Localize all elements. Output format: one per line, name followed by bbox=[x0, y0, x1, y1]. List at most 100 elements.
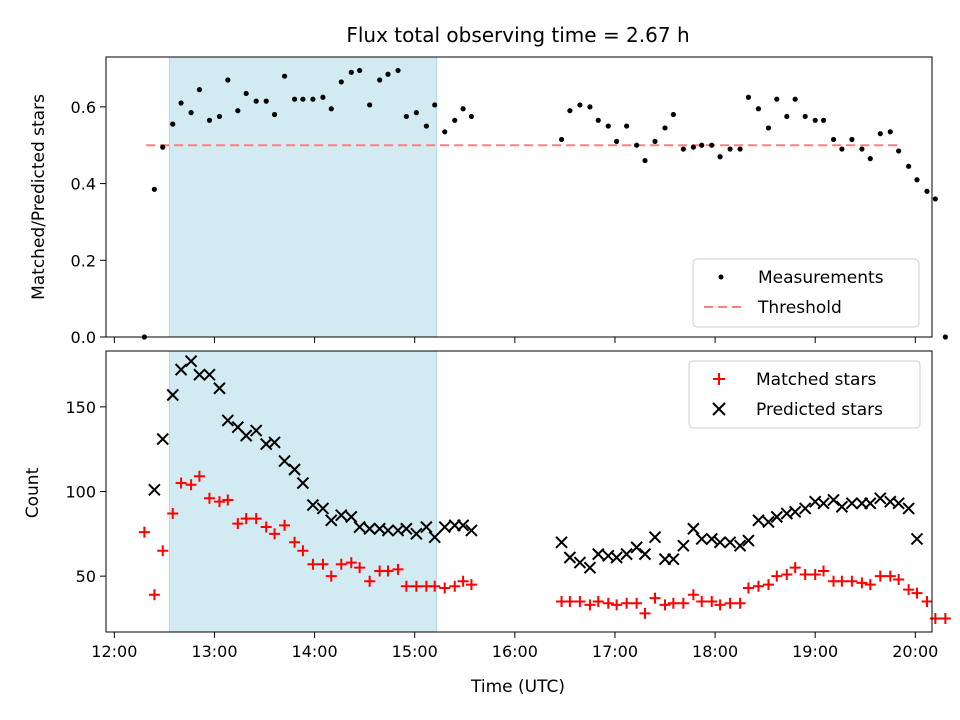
measurement-point bbox=[634, 142, 640, 148]
predicted-point bbox=[892, 497, 905, 510]
measurement-point bbox=[367, 102, 373, 108]
predicted-point bbox=[770, 510, 784, 524]
matched-point bbox=[592, 596, 604, 608]
measurement-point bbox=[680, 146, 686, 152]
bottom-y-ticks: 50 100 150 bbox=[65, 398, 106, 586]
predicted-point bbox=[239, 429, 253, 442]
y-tick-label: 150 bbox=[65, 398, 96, 417]
predicted-point bbox=[353, 520, 366, 534]
matched-point bbox=[429, 580, 441, 592]
matched-point bbox=[335, 558, 347, 570]
matched-point bbox=[564, 596, 576, 608]
predicted-point bbox=[148, 483, 161, 497]
matched-point bbox=[874, 570, 886, 582]
legend-matched-marker bbox=[713, 373, 725, 385]
matched-point bbox=[667, 597, 679, 609]
top-highlight-span bbox=[168, 56, 437, 338]
matched-point bbox=[939, 612, 951, 624]
measurement-point bbox=[859, 146, 865, 152]
predicted-point bbox=[762, 515, 775, 529]
measurement-point bbox=[253, 98, 259, 104]
matched-point bbox=[809, 568, 821, 580]
matched-point bbox=[392, 563, 404, 575]
predicted-point bbox=[827, 493, 840, 507]
matched-point bbox=[659, 599, 671, 611]
matched-point bbox=[893, 574, 905, 586]
predicted-point bbox=[630, 541, 643, 554]
predicted-point bbox=[410, 527, 423, 541]
measurement-point bbox=[206, 117, 213, 123]
measurement-point bbox=[839, 146, 845, 152]
matched-point bbox=[762, 579, 774, 591]
measurement-point bbox=[348, 69, 354, 75]
measurement-point bbox=[468, 113, 475, 120]
predicted-point bbox=[213, 382, 226, 395]
measurement-point bbox=[357, 67, 363, 74]
predicted-point bbox=[695, 532, 708, 546]
measurement-point bbox=[188, 110, 194, 116]
matched-point bbox=[884, 570, 896, 582]
matched-point bbox=[175, 477, 187, 489]
predicted-point bbox=[420, 520, 433, 534]
matched-point bbox=[240, 513, 252, 525]
matched-point bbox=[354, 562, 366, 574]
matched-point bbox=[818, 565, 830, 577]
predicted-point bbox=[583, 561, 597, 574]
predicted-point bbox=[910, 532, 924, 546]
measurement-point bbox=[690, 144, 696, 150]
measurement-point bbox=[328, 106, 334, 112]
measurement-point bbox=[624, 123, 630, 129]
matched-point bbox=[148, 589, 160, 601]
matched-point bbox=[410, 580, 422, 592]
matched-point bbox=[317, 558, 329, 570]
top-axes-frame bbox=[105, 56, 933, 338]
matched-point bbox=[789, 562, 801, 574]
bottom-legend: Matched stars Predicted stars bbox=[688, 360, 921, 429]
predicted-point bbox=[874, 492, 887, 505]
measurement-point bbox=[774, 96, 780, 102]
y-tick-label: 0.6 bbox=[71, 98, 96, 117]
legend-predicted-label: Predicted stars bbox=[756, 400, 883, 420]
measurement-point bbox=[235, 108, 241, 114]
matched-point bbox=[639, 607, 651, 619]
predicted-point bbox=[723, 536, 737, 549]
y-tick-label: 0.2 bbox=[71, 251, 96, 270]
matched-point bbox=[138, 526, 150, 538]
measurement-point bbox=[385, 71, 391, 77]
measurement-point bbox=[567, 108, 573, 114]
legend-threshold-label: Threshold bbox=[757, 298, 842, 318]
bottom-axes-frame bbox=[105, 350, 933, 633]
predicted-point bbox=[864, 497, 877, 510]
matched-point bbox=[742, 582, 754, 594]
matched-point bbox=[449, 580, 461, 592]
predicted-point bbox=[166, 388, 179, 402]
predicted-point bbox=[249, 424, 263, 437]
measurement-point bbox=[271, 111, 278, 118]
predicted-point bbox=[174, 363, 188, 376]
matched-point bbox=[714, 599, 726, 611]
y-tick-label: 50 bbox=[76, 567, 96, 586]
x-tick-label: 14:00 bbox=[292, 642, 338, 661]
x-tick-label: 19:00 bbox=[792, 642, 838, 661]
y-tick-label: 0.4 bbox=[71, 175, 96, 194]
measurement-point bbox=[263, 98, 269, 104]
predicted-point bbox=[563, 551, 577, 564]
matched-point bbox=[250, 513, 262, 525]
matched-point bbox=[289, 536, 301, 548]
predicted-point bbox=[381, 524, 395, 537]
matched-point bbox=[457, 575, 469, 587]
matched-points bbox=[138, 470, 951, 624]
top-legend: Measurements Threshold bbox=[692, 258, 920, 328]
measurement-point bbox=[830, 136, 837, 143]
bottom-highlight-span bbox=[168, 350, 437, 633]
matched-point bbox=[167, 508, 179, 520]
measurement-point bbox=[867, 156, 873, 162]
legend-predicted-marker bbox=[712, 402, 726, 416]
measurement-point bbox=[802, 113, 808, 120]
predicted-point bbox=[278, 454, 291, 468]
matched-point bbox=[185, 479, 197, 491]
measurement-point bbox=[812, 117, 818, 123]
chart-title: Flux total observing time = 2.67 h bbox=[346, 23, 689, 47]
top-x-ticks bbox=[113, 337, 916, 343]
predicted-point bbox=[184, 354, 198, 368]
